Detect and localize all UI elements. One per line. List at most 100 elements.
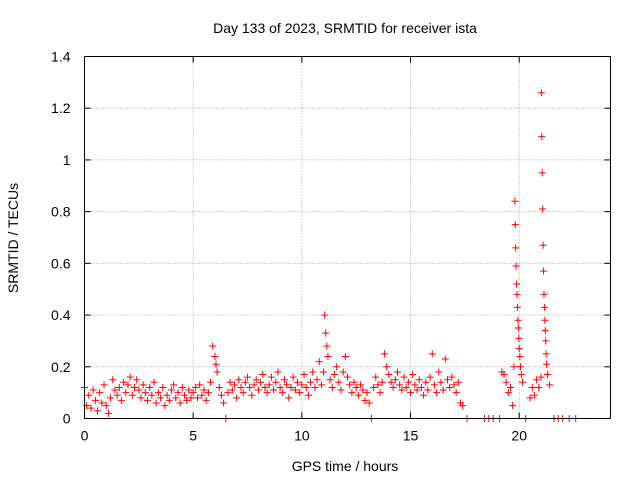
data-point: [94, 407, 102, 415]
data-point: [437, 378, 445, 386]
data-point: [230, 381, 238, 389]
data-point: [165, 396, 173, 404]
data-point: [261, 383, 269, 391]
x-axis-label: GPS time / hours: [292, 458, 399, 474]
data-point: [542, 337, 550, 345]
data-point: [117, 396, 125, 404]
data-point: [257, 378, 265, 386]
data-point: [152, 399, 160, 407]
data-point: [516, 352, 524, 360]
data-point: [454, 378, 462, 386]
data-point: [350, 378, 358, 386]
data-point: [411, 381, 419, 389]
y-tick-label: 1: [63, 152, 71, 168]
data-point: [326, 376, 334, 384]
data-point: [538, 133, 546, 141]
data-point: [313, 376, 321, 384]
data-point: [285, 394, 293, 402]
data-point: [315, 358, 323, 366]
data-point: [96, 389, 104, 397]
data-point: [511, 197, 519, 205]
data-point: [407, 389, 415, 397]
data-point: [87, 404, 95, 412]
x-tick-label: 10: [294, 428, 310, 444]
data-point: [102, 402, 110, 410]
y-tick-label: 1.2: [51, 100, 71, 116]
data-point: [396, 381, 404, 389]
data-point: [185, 386, 193, 394]
data-point: [512, 262, 520, 270]
data-point: [330, 371, 338, 379]
data-point: [354, 391, 362, 399]
data-point: [198, 391, 206, 399]
data-point: [439, 386, 447, 394]
data-point: [540, 267, 548, 275]
data-point: [320, 368, 328, 376]
data-point: [448, 373, 456, 381]
data-point: [398, 386, 406, 394]
data-point: [507, 383, 515, 391]
data-point: [278, 389, 286, 397]
data-point: [291, 386, 299, 394]
data-point: [333, 363, 341, 371]
data-point: [141, 389, 149, 397]
data-point: [220, 399, 228, 407]
data-point: [515, 334, 523, 342]
data-point: [212, 360, 220, 368]
data-point: [513, 280, 521, 288]
data-point: [244, 373, 252, 381]
data-point: [91, 396, 99, 404]
data-point: [500, 371, 508, 379]
data-point: [224, 389, 232, 397]
data-point: [85, 391, 93, 399]
data-point: [537, 373, 545, 381]
y-tick-label: 0.8: [51, 204, 71, 220]
data-point: [246, 383, 254, 391]
data-point: [263, 389, 271, 397]
data-point: [361, 396, 369, 404]
data-point: [380, 350, 388, 358]
data-point: [163, 391, 171, 399]
x-tick-label: 15: [403, 428, 419, 444]
data-point: [237, 383, 245, 391]
data-point: [400, 373, 408, 381]
data-point: [512, 244, 520, 252]
data-point: [267, 373, 275, 381]
data-point: [424, 386, 432, 394]
data-point: [339, 368, 347, 376]
data-point: [289, 373, 297, 381]
data-point: [348, 389, 356, 397]
data-point: [433, 389, 441, 397]
data-point: [146, 383, 154, 391]
data-point: [148, 391, 156, 399]
data-point: [517, 371, 525, 379]
data-point: [344, 373, 351, 381]
data-point: [215, 383, 223, 391]
data-point: [365, 399, 373, 407]
data-point: [337, 386, 345, 394]
data-point: [211, 352, 219, 360]
data-point: [441, 355, 449, 363]
data-point: [511, 221, 519, 229]
data-point: [207, 378, 215, 386]
data-point: [415, 376, 423, 384]
data-point: [387, 378, 395, 386]
data-point: [178, 383, 186, 391]
data-point: [287, 383, 295, 391]
data-point: [307, 378, 315, 386]
data-point: [130, 383, 138, 391]
data-point: [259, 371, 267, 379]
data-point: [420, 391, 428, 399]
data-point: [113, 391, 121, 399]
grid-lines: [84, 56, 611, 419]
data-point: [430, 381, 438, 389]
data-point: [539, 205, 547, 213]
data-point: [518, 378, 526, 386]
data-point: [98, 399, 106, 407]
data-point: [541, 316, 549, 324]
data-point: [122, 389, 130, 397]
data-point: [537, 89, 545, 97]
data-point: [515, 345, 523, 353]
data-point: [209, 342, 217, 350]
data-point: [128, 391, 136, 399]
